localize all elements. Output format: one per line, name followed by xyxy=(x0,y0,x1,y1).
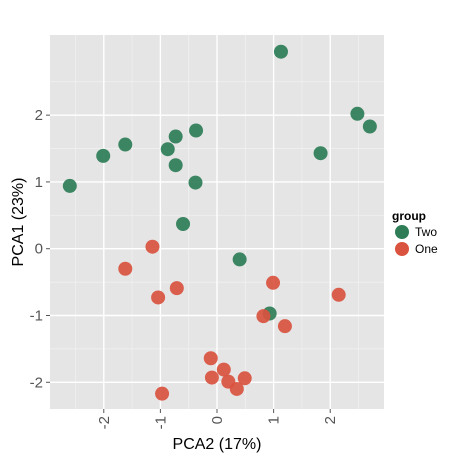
point-two xyxy=(189,123,204,138)
x-tick-label: -2 xyxy=(96,416,113,429)
point-two xyxy=(96,148,111,163)
point-two xyxy=(168,129,183,144)
point-two xyxy=(232,252,247,267)
legend-swatch-one xyxy=(395,242,409,256)
point-one xyxy=(118,261,133,276)
point-two xyxy=(350,106,365,121)
x-tick-label: -1 xyxy=(152,416,169,429)
point-one xyxy=(277,319,292,334)
point-one xyxy=(155,386,170,401)
point-two xyxy=(176,217,191,232)
point-one xyxy=(204,370,219,385)
point-one xyxy=(331,287,346,302)
point-one xyxy=(151,290,166,305)
legend-swatch-two xyxy=(395,225,409,239)
point-one xyxy=(203,351,218,366)
point-two xyxy=(118,137,133,152)
point-one xyxy=(237,371,252,386)
x-tick-label: 1 xyxy=(266,416,283,424)
point-two xyxy=(160,142,175,157)
y-tick-label: -1 xyxy=(30,308,43,325)
legend-title: group xyxy=(392,209,426,223)
x-tick-label: 0 xyxy=(209,416,226,424)
legend-label-one: One xyxy=(415,242,438,256)
point-one xyxy=(256,309,271,324)
grid-lines xyxy=(50,35,384,409)
point-one xyxy=(266,275,281,290)
point-two xyxy=(168,158,183,173)
legend: group Two One xyxy=(392,209,438,256)
data-points xyxy=(62,44,377,401)
legend-label-two: Two xyxy=(415,225,437,239)
y-tick-label: 2 xyxy=(35,107,43,124)
x-tick-label: 2 xyxy=(322,416,339,424)
x-axis-title: PCA2 (17%) xyxy=(173,436,262,453)
point-one xyxy=(169,281,184,296)
axes: -2 -1 0 1 2 -2 -1 0 1 2 xyxy=(30,107,340,429)
y-tick-label: 0 xyxy=(35,241,43,258)
point-two xyxy=(273,44,288,59)
point-one xyxy=(216,362,231,377)
point-two xyxy=(188,175,203,190)
point-two xyxy=(362,119,377,134)
point-one xyxy=(145,239,160,254)
y-tick-label: -2 xyxy=(30,374,43,391)
point-two xyxy=(313,146,328,161)
y-tick-label: 1 xyxy=(35,174,43,191)
point-one xyxy=(229,381,244,396)
point-two xyxy=(62,178,77,193)
y-axis-title: PCA1 (23%) xyxy=(10,178,27,267)
